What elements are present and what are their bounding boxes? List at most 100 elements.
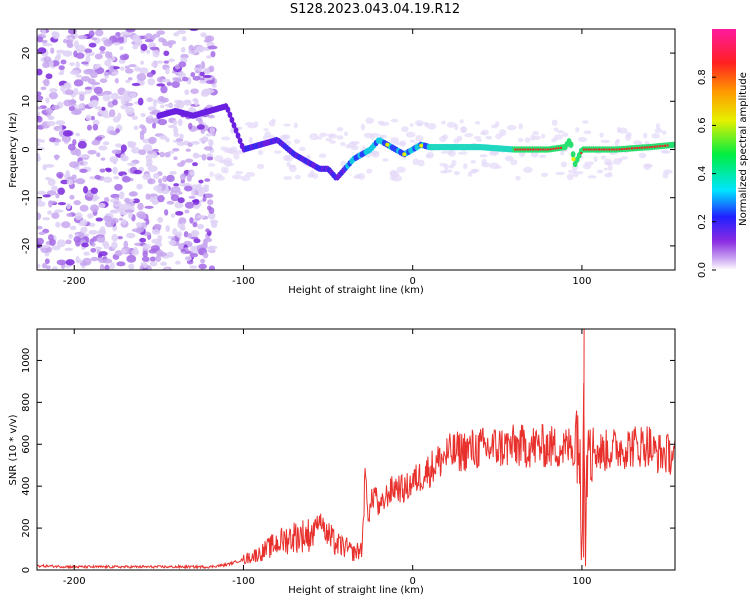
heatmap-cell: [91, 37, 98, 41]
heatmap-cell: [205, 80, 215, 84]
heatmap-cell: [192, 162, 198, 167]
heatmap-cell: [102, 94, 111, 102]
heatmap-cell: [54, 154, 59, 161]
heatmap-cell: [83, 251, 90, 256]
heatmap-cell: [192, 76, 201, 81]
heatmap-cell: [176, 231, 183, 238]
heatmap-cell: [147, 178, 156, 185]
heatmap-cell: [401, 126, 409, 133]
heatmap-cell: [646, 146, 649, 149]
heatmap-cell: [166, 251, 174, 258]
heatmap-cell: [316, 136, 323, 140]
heatmap-cell: [177, 197, 185, 204]
heatmap-cell: [184, 89, 190, 96]
heatmap-cell: [141, 126, 147, 134]
heatmap-cell: [340, 141, 346, 147]
heatmap-cell: [643, 164, 654, 168]
heatmap-cell: [552, 147, 555, 150]
heatmap-cell: [173, 103, 181, 108]
heatmap-cell: [540, 172, 549, 178]
heatmap-cell: [67, 143, 76, 151]
heatmap-cell: [207, 246, 215, 253]
heatmap-cell: [206, 156, 214, 161]
heatmap-cell: [198, 263, 207, 270]
heatmap-cell: [516, 148, 519, 151]
y-tick-label: 800: [21, 393, 32, 412]
heatmap-cell: [125, 29, 136, 33]
heatmap-cell: [605, 161, 614, 166]
heatmap-cell: [195, 64, 202, 69]
y-tick-label: 200: [21, 519, 32, 538]
heatmap-cell: [95, 217, 103, 222]
heatmap-cell: [58, 65, 65, 71]
heatmap-cell: [94, 174, 101, 180]
heatmap-cell: [62, 130, 73, 137]
heatmap-cell: [227, 111, 233, 118]
heatmap-cell: [144, 39, 154, 43]
heatmap-cell: [385, 142, 390, 147]
heatmap-cell: [515, 175, 521, 181]
heatmap-cell: [93, 64, 101, 69]
heatmap-cell: [474, 120, 481, 125]
heatmap-cell: [88, 229, 98, 235]
heatmap-cell: [133, 169, 143, 175]
heatmap-cell: [117, 36, 125, 41]
heatmap-cell: [661, 150, 672, 154]
heatmap-cell: [55, 120, 66, 126]
heatmap-cell: [553, 127, 559, 132]
heatmap-cell: [66, 203, 71, 210]
heatmap-cell: [37, 111, 41, 116]
heatmap-cell: [73, 87, 79, 96]
heatmap-cell: [327, 133, 335, 138]
heatmap-cell: [103, 215, 112, 222]
heatmap-cell: [173, 126, 179, 135]
heatmap-cell: [187, 122, 193, 130]
heatmap-cell: [163, 50, 170, 57]
heatmap-cell: [79, 219, 88, 226]
heatmap-cell: [104, 59, 112, 67]
heatmap-cell: [54, 209, 64, 213]
heatmap-cell: [99, 46, 106, 52]
heatmap-cell: [81, 61, 89, 65]
heatmap-cell: [203, 67, 211, 75]
heatmap-cell: [621, 156, 629, 160]
heatmap-cell: [562, 132, 569, 138]
heatmap-cell: [37, 212, 42, 221]
heatmap-cell: [91, 242, 96, 247]
heatmap-cell: [530, 134, 535, 141]
heatmap-cell: [309, 133, 319, 141]
heatmap-cell: [307, 173, 315, 178]
heatmap-cell: [173, 183, 180, 187]
heatmap-cell: [178, 72, 186, 79]
heatmap-cell: [80, 75, 91, 82]
heatmap-cell: [139, 132, 145, 141]
heatmap-cell: [55, 221, 61, 228]
heatmap-cell: [69, 62, 75, 67]
heatmap-cell: [198, 118, 203, 125]
heatmap-cell: [79, 204, 89, 212]
heatmap-cell: [567, 169, 578, 174]
heatmap-cell: [157, 118, 168, 126]
heatmap-cell: [159, 134, 168, 140]
heatmap-cell: [65, 239, 72, 245]
heatmap-cell: [99, 264, 105, 270]
heatmap-cell: [200, 32, 207, 38]
heatmap-cell: [120, 98, 126, 105]
heatmap-cell: [51, 212, 60, 220]
heatmap-cell: [631, 147, 633, 150]
heatmap-cell: [44, 163, 55, 168]
heatmap-cell: [169, 170, 177, 175]
heatmap-cell: [110, 217, 119, 224]
heatmap-cell: [80, 154, 90, 158]
heatmap-cell: [195, 45, 205, 53]
heatmap-cell: [157, 195, 165, 203]
heatmap-cell: [164, 209, 169, 216]
heatmap-cell: [181, 36, 187, 42]
heatmap-cell: [77, 140, 87, 149]
heatmap-cell: [293, 139, 301, 144]
heatmap-cell: [506, 124, 517, 131]
heatmap-cell: [89, 176, 96, 180]
heatmap-cell: [329, 140, 336, 144]
heatmap-cell: [600, 148, 603, 151]
